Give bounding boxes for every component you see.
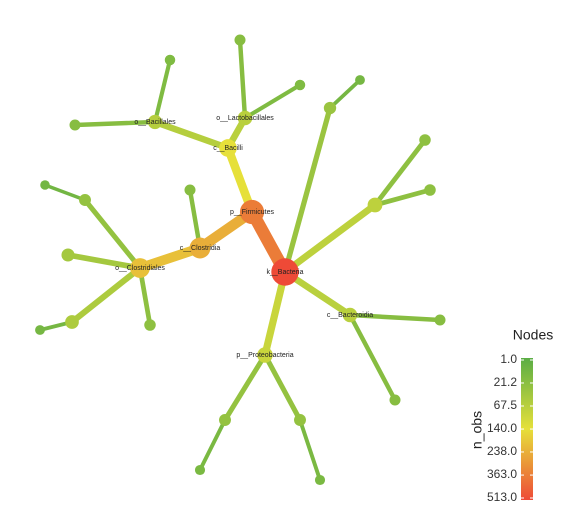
edge [281, 201, 379, 276]
node-label: p__Proteobacteria [236, 352, 293, 359]
node [424, 184, 436, 196]
node [61, 248, 75, 262]
edge [372, 187, 433, 208]
node [184, 184, 196, 196]
edge [135, 243, 205, 273]
node [219, 414, 231, 426]
edge [237, 37, 248, 121]
node [271, 258, 299, 286]
node [237, 110, 253, 126]
node [69, 119, 81, 131]
node [342, 307, 358, 323]
legend-tick-label: 513.0 [487, 490, 517, 504]
node [434, 314, 446, 326]
edge [242, 82, 303, 121]
edge [43, 183, 87, 202]
edge [68, 264, 144, 326]
node [189, 237, 211, 259]
node [234, 34, 246, 46]
edge [347, 312, 443, 323]
edge [82, 197, 143, 271]
node-label: c__Bacteroidia [327, 312, 373, 319]
node [40, 180, 50, 190]
node [79, 194, 91, 206]
node-label: c__Bacilli [213, 145, 243, 152]
edge [222, 352, 268, 423]
node [35, 325, 45, 335]
edge [152, 57, 173, 125]
color-bar [521, 358, 533, 500]
node-label: o__Clostridiales [115, 265, 165, 272]
node [130, 258, 150, 278]
node-label: p__Firmicutes [230, 209, 274, 216]
legend-tick-label: 140.0 [487, 421, 517, 435]
node [294, 414, 306, 426]
node [239, 199, 265, 225]
node [294, 79, 306, 91]
node [257, 347, 273, 363]
legend-tick-label: 238.0 [487, 444, 517, 458]
node [144, 319, 156, 331]
edge [328, 78, 362, 110]
node [194, 464, 206, 476]
edge [65, 252, 143, 271]
nodes [35, 34, 446, 486]
node [389, 394, 401, 406]
node [323, 101, 337, 115]
edge [261, 268, 289, 359]
node-label: o__Lactobacillales [216, 115, 274, 122]
edge [298, 418, 322, 482]
legend-tick-label: 67.5 [494, 398, 518, 412]
node [164, 54, 176, 66]
edge [372, 137, 428, 208]
edge [262, 352, 303, 423]
edge [347, 312, 398, 403]
edges [38, 37, 443, 482]
node [147, 114, 163, 130]
edge [72, 119, 158, 128]
legend-tick-label: 363.0 [487, 467, 517, 481]
edge [151, 118, 232, 152]
node [65, 315, 79, 329]
node-label: c__Clostridia [180, 245, 221, 252]
legend-tick-label: 21.2 [494, 375, 518, 389]
edge [282, 105, 333, 275]
node [419, 134, 431, 146]
legend-title: Nodes [513, 327, 553, 343]
legend-tick-label: 1.0 [500, 352, 517, 366]
legend-axis-label: n_obs [469, 411, 485, 449]
edge [198, 418, 227, 472]
labels: k__Bacteria p__Firmicutes c__Clostridia o__… [115, 115, 373, 359]
node-label: k__Bacteria [267, 269, 304, 276]
node-label: o__Bacillales [134, 119, 176, 126]
node [355, 75, 365, 85]
node [219, 139, 237, 157]
node [367, 197, 383, 213]
node [314, 474, 326, 486]
